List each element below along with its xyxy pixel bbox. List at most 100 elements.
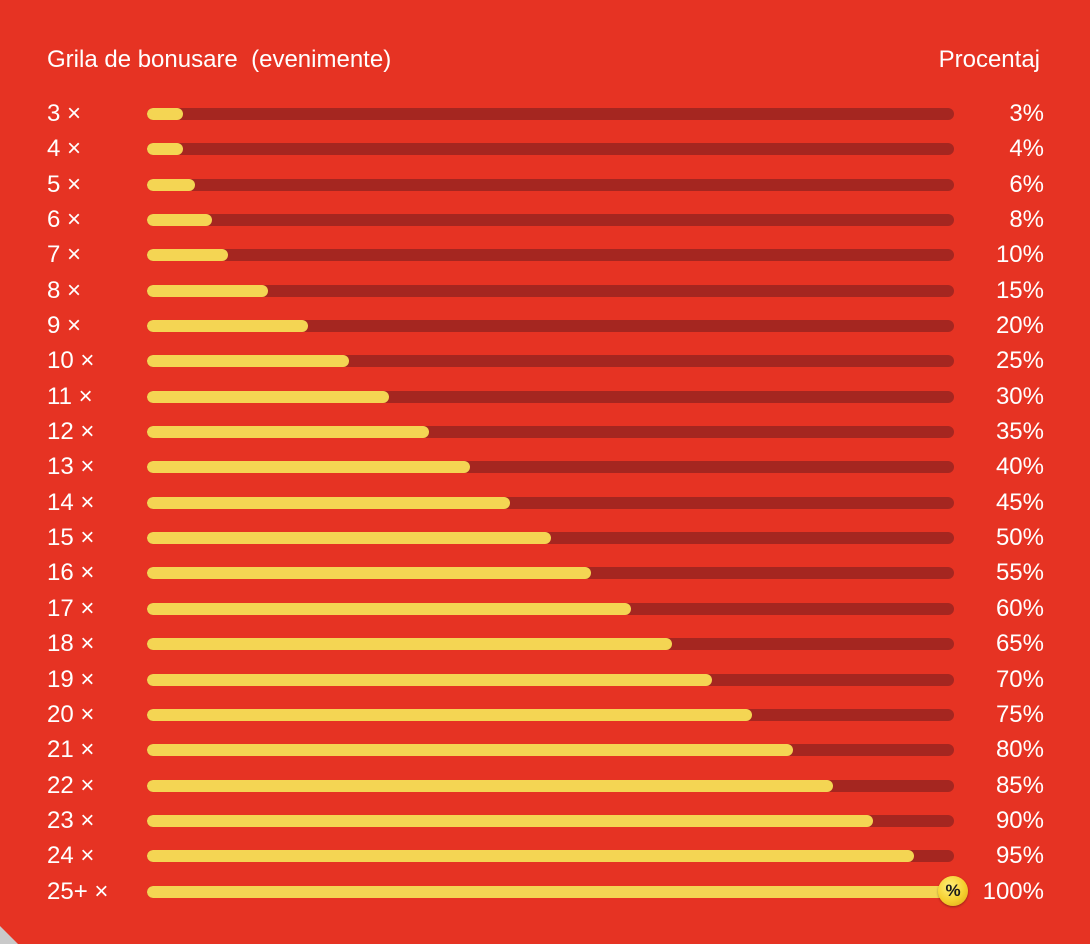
event-count-label: 24 × bbox=[47, 842, 95, 870]
percent-value: 85% bbox=[995, 771, 1044, 799]
percent-value: 6% bbox=[1009, 170, 1044, 198]
progress-fill bbox=[147, 143, 183, 156]
bonus-row: 23 × 90% bbox=[0, 803, 1090, 838]
progress-track bbox=[147, 673, 954, 686]
percent-value: 70% bbox=[995, 665, 1044, 693]
bonus-row: 3 × 3% bbox=[0, 96, 1090, 131]
percent-value: 35% bbox=[995, 418, 1044, 446]
progress-fill bbox=[147, 779, 833, 792]
page-corner bbox=[0, 926, 18, 944]
bonus-row: 20 × 75% bbox=[0, 697, 1090, 732]
bonus-row: 7 × 10% bbox=[0, 237, 1090, 272]
bonus-row: 25+ ×% 100% bbox=[0, 874, 1090, 909]
bonus-row: 11 × 30% bbox=[0, 379, 1090, 414]
progress-fill bbox=[147, 814, 874, 827]
progress-fill bbox=[147, 108, 183, 120]
event-count-label: 20 × bbox=[47, 700, 95, 728]
progress-track bbox=[147, 249, 954, 262]
progress-track bbox=[147, 814, 954, 827]
event-count-label: 6 × bbox=[47, 206, 82, 234]
percent-value: 15% bbox=[995, 276, 1044, 304]
event-count-label: 21 × bbox=[47, 736, 95, 764]
percent-value: 90% bbox=[995, 806, 1044, 834]
event-count-label: 4 × bbox=[47, 135, 82, 163]
percent-value: 60% bbox=[995, 594, 1044, 622]
event-count-label: 12 × bbox=[47, 418, 95, 446]
progress-fill bbox=[147, 249, 228, 262]
event-count-label: 22 × bbox=[47, 771, 95, 799]
percent-value: 3% bbox=[1009, 100, 1044, 127]
percent-value: 75% bbox=[995, 700, 1044, 728]
bonus-row: 5 × 6% bbox=[0, 167, 1090, 202]
event-count-label: 14 × bbox=[47, 488, 95, 516]
progress-fill bbox=[147, 214, 212, 227]
bonus-rows: 3 × 3% 4 × 4% 5 × 6% 6 × 8% 7 × 10% 8 × 15% 9 × 20% 10… bbox=[0, 96, 1090, 909]
percent-icon: % bbox=[938, 875, 968, 906]
bonus-grid-title: Grila de bonusare (evenimente) bbox=[47, 46, 392, 73]
bonus-row: 8 × 15% bbox=[0, 273, 1090, 308]
progress-fill bbox=[147, 567, 591, 580]
progress-fill bbox=[147, 638, 672, 651]
progress-fill bbox=[147, 284, 269, 297]
percent-value: 45% bbox=[995, 488, 1044, 516]
bonus-row: 4 × 4% bbox=[0, 131, 1090, 166]
progress-track bbox=[147, 602, 954, 615]
progress-track bbox=[147, 532, 954, 545]
percent-value: 65% bbox=[995, 630, 1044, 658]
progress-track bbox=[147, 355, 954, 368]
bonus-row: 10 × 25% bbox=[0, 343, 1090, 378]
bonus-row: 14 × 45% bbox=[0, 485, 1090, 520]
percent-value: 50% bbox=[995, 524, 1044, 552]
progress-fill bbox=[147, 673, 712, 686]
progress-track bbox=[147, 284, 954, 297]
event-count-label: 17 × bbox=[47, 594, 95, 622]
progress-track bbox=[147, 779, 954, 792]
event-count-label: 5 × bbox=[47, 170, 82, 198]
event-count-label: 13 × bbox=[47, 453, 95, 481]
progress-fill bbox=[147, 496, 511, 509]
percent-value: 100% bbox=[982, 877, 1044, 905]
percent-value: 30% bbox=[995, 382, 1044, 410]
progress-track bbox=[147, 143, 954, 156]
bonus-row: 21 × 80% bbox=[0, 732, 1090, 767]
progress-track bbox=[147, 390, 954, 403]
bonus-row: 17 × 60% bbox=[0, 591, 1090, 626]
progress-track bbox=[147, 744, 954, 757]
percent-column-title: Procentaj bbox=[938, 46, 1040, 73]
bonus-row: 19 × 70% bbox=[0, 662, 1090, 697]
progress-fill bbox=[147, 426, 430, 439]
event-count-label: 25+ × bbox=[47, 877, 109, 905]
bonus-row: 9 × 20% bbox=[0, 308, 1090, 343]
percent-value: 95% bbox=[995, 842, 1044, 870]
progress-fill bbox=[147, 602, 632, 615]
progress-fill bbox=[147, 708, 753, 721]
percent-value: 8% bbox=[1009, 206, 1044, 234]
bonus-row: 22 × 85% bbox=[0, 768, 1090, 803]
bonus-row: 16 × 55% bbox=[0, 555, 1090, 590]
progress-fill bbox=[147, 355, 349, 368]
event-count-label: 23 × bbox=[47, 806, 95, 834]
progress-track bbox=[147, 320, 954, 333]
progress-fill bbox=[147, 320, 309, 333]
event-count-label: 11 × bbox=[47, 382, 93, 410]
bonus-row: 12 × 35% bbox=[0, 414, 1090, 449]
progress-track bbox=[147, 850, 954, 863]
progress-track bbox=[147, 567, 954, 580]
bonus-row: 6 × 8% bbox=[0, 202, 1090, 237]
percent-value: 25% bbox=[995, 347, 1044, 375]
event-count-label: 8 × bbox=[47, 276, 82, 304]
progress-track bbox=[147, 461, 954, 474]
event-count-label: 10 × bbox=[47, 347, 95, 375]
event-count-label: 9 × bbox=[47, 312, 82, 340]
bonus-row: 24 × 95% bbox=[0, 838, 1090, 873]
bonus-row: 18 × 65% bbox=[0, 626, 1090, 661]
progress-fill bbox=[147, 850, 914, 863]
progress-track bbox=[147, 496, 954, 509]
progress-fill bbox=[147, 461, 470, 474]
progress-track bbox=[147, 708, 954, 721]
event-count-label: 18 × bbox=[47, 630, 95, 658]
percent-value: 10% bbox=[995, 241, 1044, 269]
progress-fill bbox=[147, 744, 793, 757]
event-count-label: 16 × bbox=[47, 559, 95, 587]
